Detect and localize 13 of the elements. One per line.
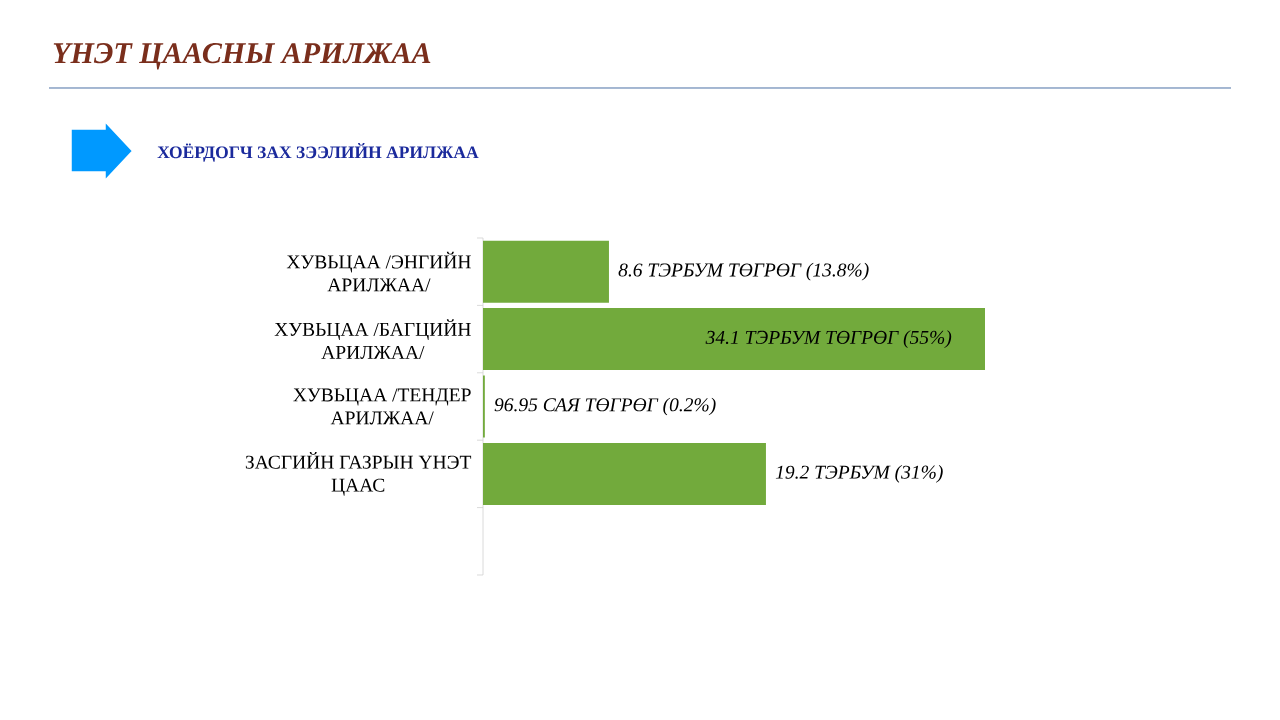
- bar: [483, 308, 985, 371]
- y-tick-label: ХУВЬЦАА /ЭНГИЙН АРИЛЖАА/: [286, 251, 471, 292]
- data-label: 19.2 ТЭРБУМ (31%): [775, 465, 943, 483]
- data-label: 34.1 ТЭРБУМ ТӨГРӨГ (55%): [705, 330, 952, 348]
- bar: [483, 240, 609, 303]
- text: ХОЁРДОГЧ ЗАХ ЗЭЭЛИЙН АРИЛЖАА: [157, 143, 479, 162]
- y-tick-label: ХУВЬЦАА /БАГЦИЙН АРИЛЖАА/: [274, 319, 471, 359]
- y-tick-label: ЗАСГИЙН ГАЗРЫН ҮНЭТ ЦААС: [245, 452, 472, 496]
- data-label: 8.6 ТЭРБУМ ТӨГРӨГ (13.8%): [618, 262, 869, 281]
- text: ҮНЭТ ЦААСНЫ АРИЛЖАА: [53, 43, 431, 70]
- bar: [483, 442, 766, 505]
- y-tick-label: ХУВЬЦАА /ТЕНДЕР АРИЛЖАА/: [293, 388, 471, 425]
- data-label: 96.95 САЯ ТӨГРӨГ (0.2%): [494, 397, 716, 416]
